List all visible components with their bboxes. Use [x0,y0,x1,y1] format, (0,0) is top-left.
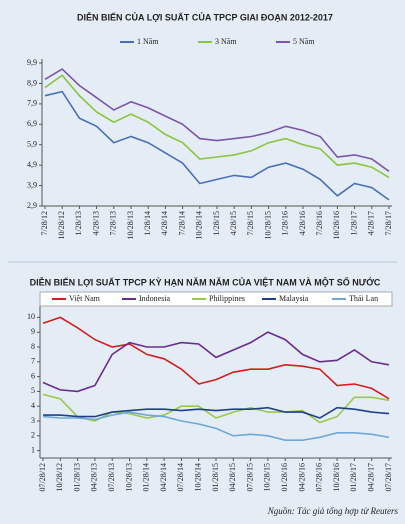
y-tick-label: 6,9 [27,119,37,128]
x-tick-label: 4/28/15 [229,211,238,235]
series-line [44,90,390,201]
legend-label: 1 Năm [137,37,159,46]
x-tick-label: 01/28/14 [142,463,151,491]
x-tick-label: 04/28/15 [228,463,237,491]
x-tick-label: 10/28/13 [126,211,135,239]
x-tick-label: 07/28/17 [384,463,393,491]
x-tick-label: 4/28/16 [298,211,307,235]
x-tick-label: 4/28/13 [91,211,100,235]
legend-label: Thái Lan [349,294,378,303]
x-tick-label: 04/28/17 [367,463,376,491]
series-line [43,406,390,419]
x-tick-label: 10/28/12 [55,463,64,491]
x-tick-label: 10/28/16 [332,463,341,491]
x-tick-label: 10/28/15 [263,463,272,491]
x-tick-label: 07/28/13 [107,463,116,491]
x-tick-label: 7/28/16 [315,211,324,235]
series-line [42,331,390,393]
chart-title: DIỄN BIẾN LỢI SUẤT TPCP KỲ HẠN NĂM NĂM C… [30,276,381,287]
x-tick-label: 1/28/15 [212,211,221,235]
y-tick-label: 8 [31,342,35,351]
x-tick-label: 10/28/13 [124,463,133,491]
x-tick-label: 01/28/17 [349,463,358,491]
x-tick-label: 04/28/13 [90,463,99,491]
y-tick-label: 4,9 [27,160,37,169]
series-line [44,68,390,172]
x-tick-label: 01/28/13 [72,463,81,491]
x-tick-label: 7/28/14 [177,211,186,235]
x-tick-label: 4/28/14 [160,211,169,235]
x-tick-label: 07/28/15 [245,463,254,491]
y-tick-label: 3 [31,416,35,425]
x-tick-label: 10/28/14 [194,463,203,491]
x-tick-label: 7/28/17 [384,211,393,235]
x-tick-label: 07/28/12 [38,463,47,491]
legend-label: Malaysia [279,294,309,303]
series-line [42,411,390,441]
legend-label: Indonesia [139,294,171,303]
x-tick-label: 01/28/16 [280,463,289,491]
y-tick-label: 9 [31,327,35,336]
y-tick-label: 8,9 [27,78,37,87]
x-tick-label: 10/28/15 [263,211,272,239]
x-tick-label: 04/28/16 [297,463,306,491]
x-tick-label: 7/28/15 [246,211,255,235]
x-tick-label: 01/28/15 [211,463,220,491]
y-tick-label: 7 [31,357,35,366]
series-line [44,74,390,179]
x-tick-label: 04/28/14 [159,463,168,491]
y-tick-label: 2 [31,431,35,440]
x-tick-label: 4/28/17 [367,211,376,235]
x-tick-label: 1/28/13 [74,211,83,235]
y-tick-label: 6 [31,371,35,380]
chart-title: DIỄN BIẾN CỦA LỢI SUẤT CỦA TPCP GIAI ĐOẠ… [77,11,333,22]
y-tick-label: 7,9 [27,99,37,108]
y-tick-label: 5 [31,386,35,395]
series-line [42,316,390,400]
x-tick-label: 07/28/16 [315,463,324,491]
y-tick-label: 5,9 [27,140,37,149]
legend-label: 3 Năm [215,37,237,46]
x-tick-label: 7/28/13 [109,211,118,235]
y-tick-label: 9,9 [27,58,37,67]
x-tick-label: 10/28/14 [195,211,204,239]
y-tick-label: 10 [27,312,35,321]
legend-label: Việt Nam [69,294,101,303]
x-tick-label: 1/28/17 [349,211,358,235]
x-tick-label: 1/28/14 [143,211,152,235]
legend-label: 5 Năm [293,37,315,46]
x-tick-label: 7/28/12 [40,211,49,235]
y-tick-label: 1 [31,445,35,454]
source: Nguồn: Tác giả tổng hợp từ Reuters [267,506,399,516]
y-tick-label: 2,9 [27,201,37,210]
x-tick-label: 10/28/12 [57,211,66,239]
x-tick-label: 07/28/14 [176,463,185,491]
y-tick-label: 3,9 [27,180,37,189]
y-tick-label: 4 [31,401,35,410]
x-tick-label: 1/28/16 [281,211,290,235]
legend-box [39,291,393,307]
legend-label: Philippines [209,294,245,303]
x-tick-label: 10/28/16 [332,211,341,239]
